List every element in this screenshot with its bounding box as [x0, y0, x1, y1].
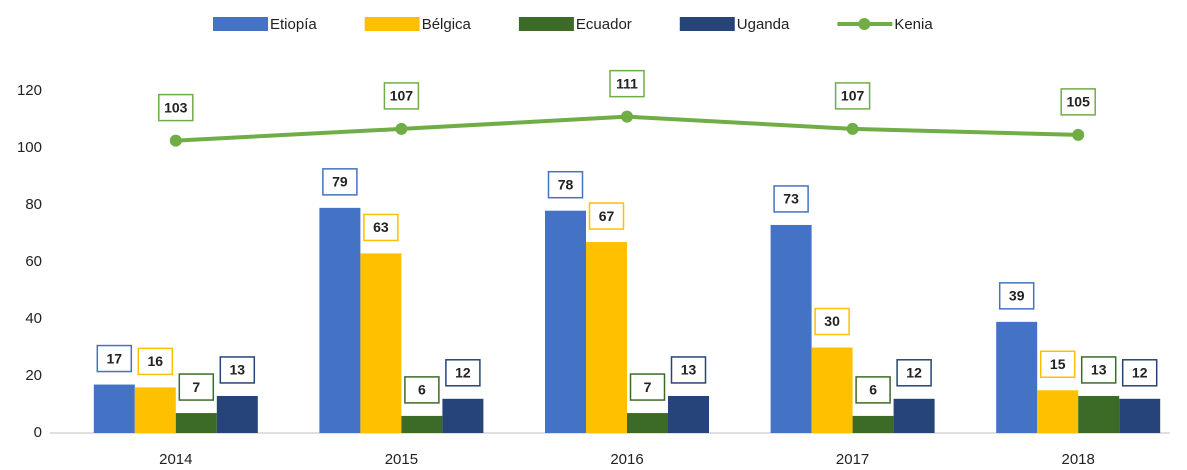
bar [1119, 398, 1161, 433]
line-marker [621, 110, 633, 123]
data-label: 13 [1091, 362, 1107, 378]
bar [1037, 390, 1079, 433]
x-tick-label: 2018 [1062, 451, 1095, 468]
data-label: 12 [906, 365, 922, 381]
legend-swatch [858, 18, 871, 30]
data-label-box [896, 359, 932, 387]
data-label-box [670, 356, 707, 384]
data-label-box [773, 185, 809, 213]
bar [216, 395, 258, 433]
x-tick-label: 2016 [610, 451, 643, 468]
data-label: 107 [841, 88, 865, 104]
bar [893, 398, 935, 433]
legend-label: Etiopía [270, 16, 317, 33]
data-label-box [1121, 359, 1158, 387]
data-label-box [178, 373, 215, 401]
legend-label: Kenia [894, 16, 933, 33]
data-label: 103 [164, 99, 188, 115]
y-tick-label: 40 [25, 310, 42, 327]
legend-swatch [213, 17, 268, 31]
data-label: 30 [824, 313, 840, 329]
data-label-box [855, 376, 891, 404]
data-label-box [814, 307, 850, 336]
data-label-box [609, 69, 645, 98]
data-label: 16 [148, 353, 164, 369]
data-label-box [588, 202, 625, 230]
line-marker [169, 134, 182, 147]
data-label: 67 [599, 208, 615, 224]
data-label: 105 [1067, 94, 1091, 110]
bar [93, 384, 135, 433]
y-tick-label: 100 [17, 139, 42, 156]
bar [175, 413, 217, 433]
data-label-box [158, 93, 194, 122]
bar [401, 415, 443, 433]
data-label-box [629, 373, 666, 401]
bar [586, 242, 627, 433]
legend-label: Ecuador [576, 16, 632, 33]
y-tick-label: 0 [34, 424, 42, 441]
data-label-box [404, 376, 440, 404]
y-tick-label: 120 [17, 82, 42, 99]
data-label-box [137, 347, 174, 376]
legend-swatch [679, 17, 735, 31]
data-label: 111 [616, 75, 638, 91]
line-marker [1072, 128, 1085, 141]
y-tick-label: 80 [25, 196, 42, 213]
legend-swatch [518, 17, 574, 31]
bar [134, 387, 176, 433]
data-label-box [383, 82, 420, 110]
data-label: 12 [1132, 365, 1148, 381]
data-label: 6 [869, 382, 877, 398]
data-label: 12 [455, 365, 471, 381]
legend-label: Uganda [737, 16, 790, 33]
y-tick-label: 60 [25, 253, 42, 270]
data-label-box [547, 170, 584, 199]
bar [1078, 395, 1120, 433]
data-label-box [219, 356, 256, 384]
data-label: 6 [418, 382, 426, 398]
bar [996, 321, 1038, 433]
x-tick-label: 2014 [159, 451, 192, 468]
data-label: 13 [681, 362, 697, 378]
legend-swatch [364, 17, 420, 31]
data-label: 13 [230, 362, 246, 378]
data-label-box [1080, 356, 1117, 384]
bar [770, 224, 812, 433]
data-label: 7 [644, 379, 652, 395]
data-label: 17 [107, 350, 123, 366]
data-label: 39 [1009, 288, 1025, 304]
bar [319, 207, 361, 433]
line-marker [846, 122, 859, 135]
data-label: 107 [390, 88, 414, 104]
data-label-box [445, 359, 481, 387]
data-label: 63 [373, 219, 389, 235]
bar [811, 347, 853, 433]
bar [360, 253, 402, 433]
data-label-box [998, 282, 1035, 310]
bar [627, 413, 668, 433]
bar [668, 395, 709, 433]
data-label-box [1039, 350, 1076, 378]
data-label-box [96, 344, 133, 373]
data-label-box [834, 82, 871, 110]
line-marker [395, 122, 408, 135]
data-label-box [1060, 88, 1096, 116]
data-label: 73 [783, 191, 799, 207]
bar [545, 210, 586, 433]
data-label: 15 [1050, 356, 1066, 372]
y-tick-label: 20 [25, 367, 42, 384]
bar [852, 415, 894, 433]
data-label: 7 [192, 379, 200, 395]
x-tick-label: 2017 [836, 451, 869, 468]
data-label-box [363, 213, 399, 242]
x-tick-label: 2015 [385, 451, 418, 468]
data-label: 78 [558, 176, 574, 192]
data-label: 79 [332, 174, 348, 190]
bar [442, 398, 484, 433]
data-label-box [322, 168, 358, 196]
legend-label: Bélgica [422, 16, 472, 33]
